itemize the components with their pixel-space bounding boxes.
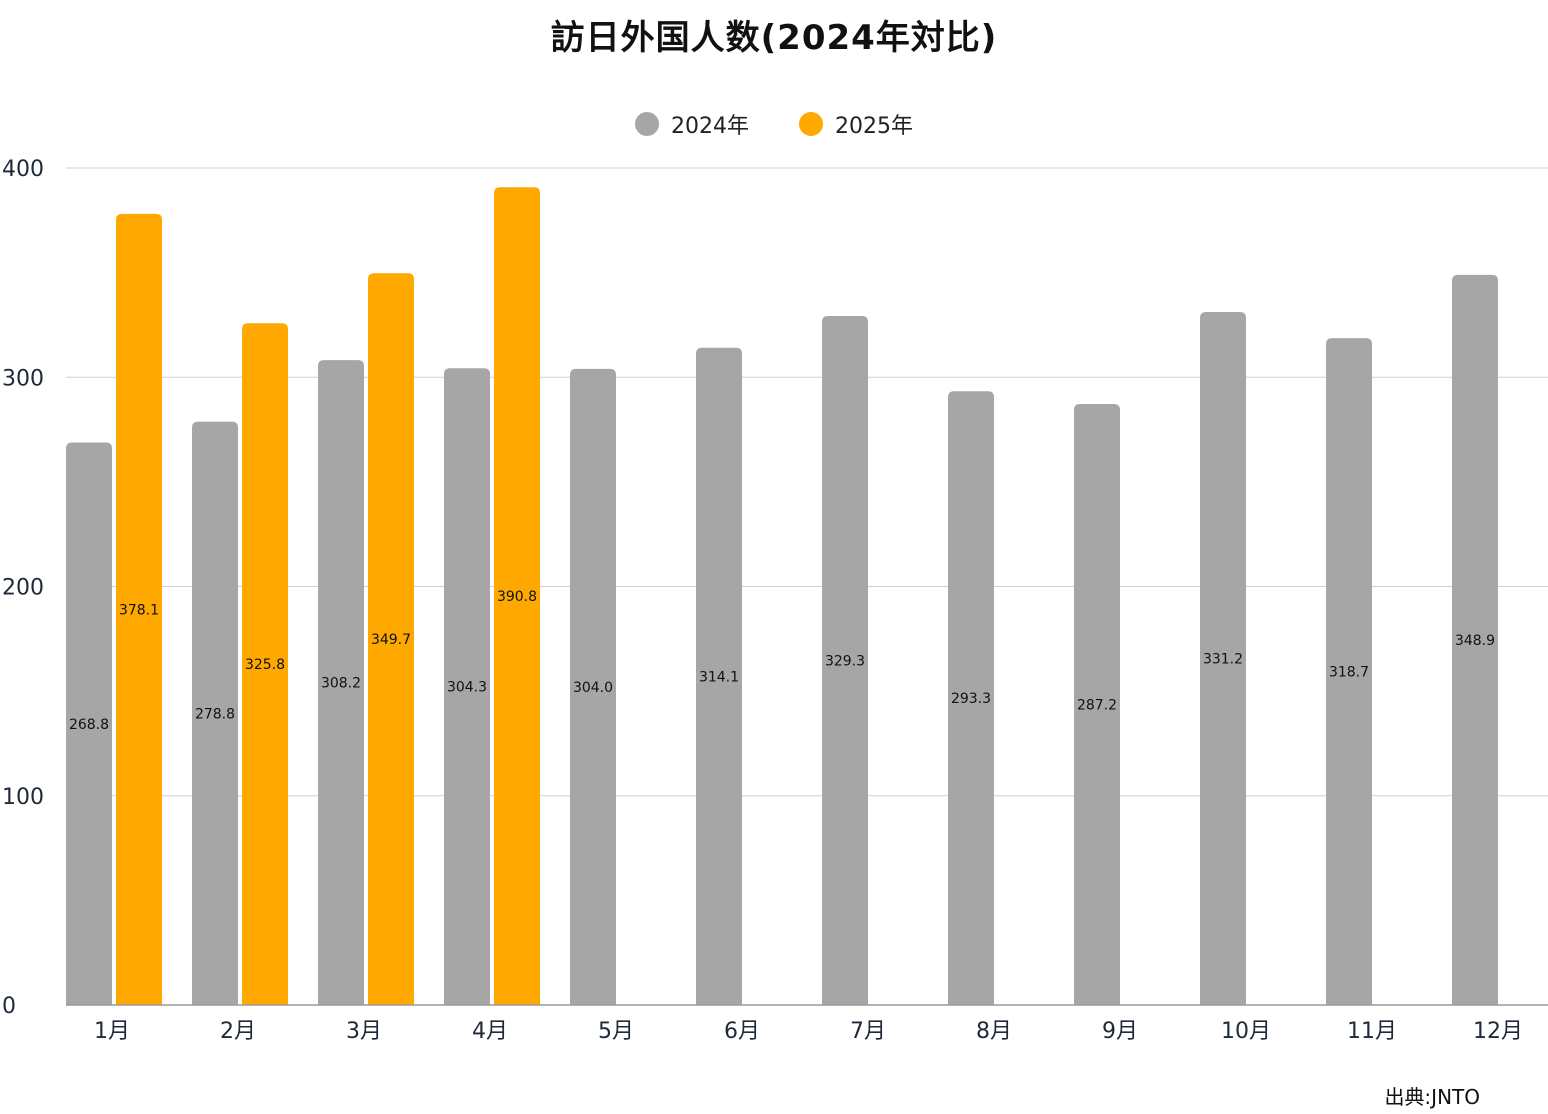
bar-2024 [1200,311,1246,1005]
y-tick-label: 400 [2,157,44,182]
bar-2024 [1326,338,1372,1005]
data-label-2024: 331.2 [1203,651,1243,667]
x-tick-label: 3月 [346,1019,382,1044]
bar-2024 [822,315,868,1005]
x-tick-label: 10月 [1221,1019,1271,1044]
data-label-2024: 304.0 [573,680,613,696]
bar-2024 [1452,274,1498,1005]
x-tick-label: 6月 [724,1019,760,1044]
legend-item-2024[interactable]: 2024年 [635,108,749,140]
chart-title: 訪日外国人数(2024年対比) [550,18,998,58]
data-label-2024: 287.2 [1077,698,1117,714]
x-tick-label: 4月 [472,1019,508,1044]
bar-2024 [192,421,238,1006]
x-tick-label: 8月 [976,1019,1012,1044]
data-label-2024: 314.1 [699,669,739,685]
bar-2024 [1074,404,1120,1005]
data-label-2025: 349.7 [371,632,411,648]
data-label-2024: 268.8 [69,717,109,733]
bar-2024 [948,391,994,1005]
legend-label-2025: 2025年 [835,114,913,139]
x-tick-label: 9月 [1102,1019,1138,1044]
legend-swatch-2025 [799,112,823,136]
x-tick-label: 5月 [598,1019,634,1044]
legend: 2024年 2025年 [0,108,1548,140]
bar-2024 [318,360,364,1005]
source-note: 出典:JNTO [1384,1085,1480,1109]
legend-label-2024: 2024年 [671,114,749,139]
data-label-2025: 390.8 [497,589,537,605]
bar-2024 [444,368,490,1005]
data-label-2024: 308.2 [321,676,361,692]
bar-2025 [368,273,414,1005]
x-tick-label: 7月 [850,1019,886,1044]
bar-2024 [696,347,742,1006]
y-tick-label: 300 [2,366,44,391]
data-label-2025: 378.1 [119,602,159,618]
x-tick-label: 1月 [94,1019,130,1044]
y-tick-label: 200 [2,576,44,601]
x-tick-label: 2月 [220,1019,256,1044]
bar-2025 [242,323,288,1005]
data-label-2024: 278.8 [195,706,235,722]
legend-item-2025[interactable]: 2025年 [799,108,913,140]
x-tick-label: 12月 [1473,1019,1523,1044]
bar-2024 [570,368,616,1005]
x-tick-label: 11月 [1347,1019,1397,1044]
y-tick-label: 100 [2,785,44,810]
data-label-2024: 304.3 [447,680,487,696]
data-label-2025: 325.8 [245,657,285,673]
data-label-2024: 329.3 [825,653,865,669]
bar-2025 [494,187,540,1006]
data-label-2024: 293.3 [951,691,991,707]
bar-2024 [66,442,112,1005]
data-label-2024: 318.7 [1329,665,1369,681]
legend-swatch-2024 [635,112,659,136]
bar-2025 [116,213,162,1005]
data-label-2024: 348.9 [1455,633,1495,649]
y-tick-label: 0 [2,994,16,1019]
